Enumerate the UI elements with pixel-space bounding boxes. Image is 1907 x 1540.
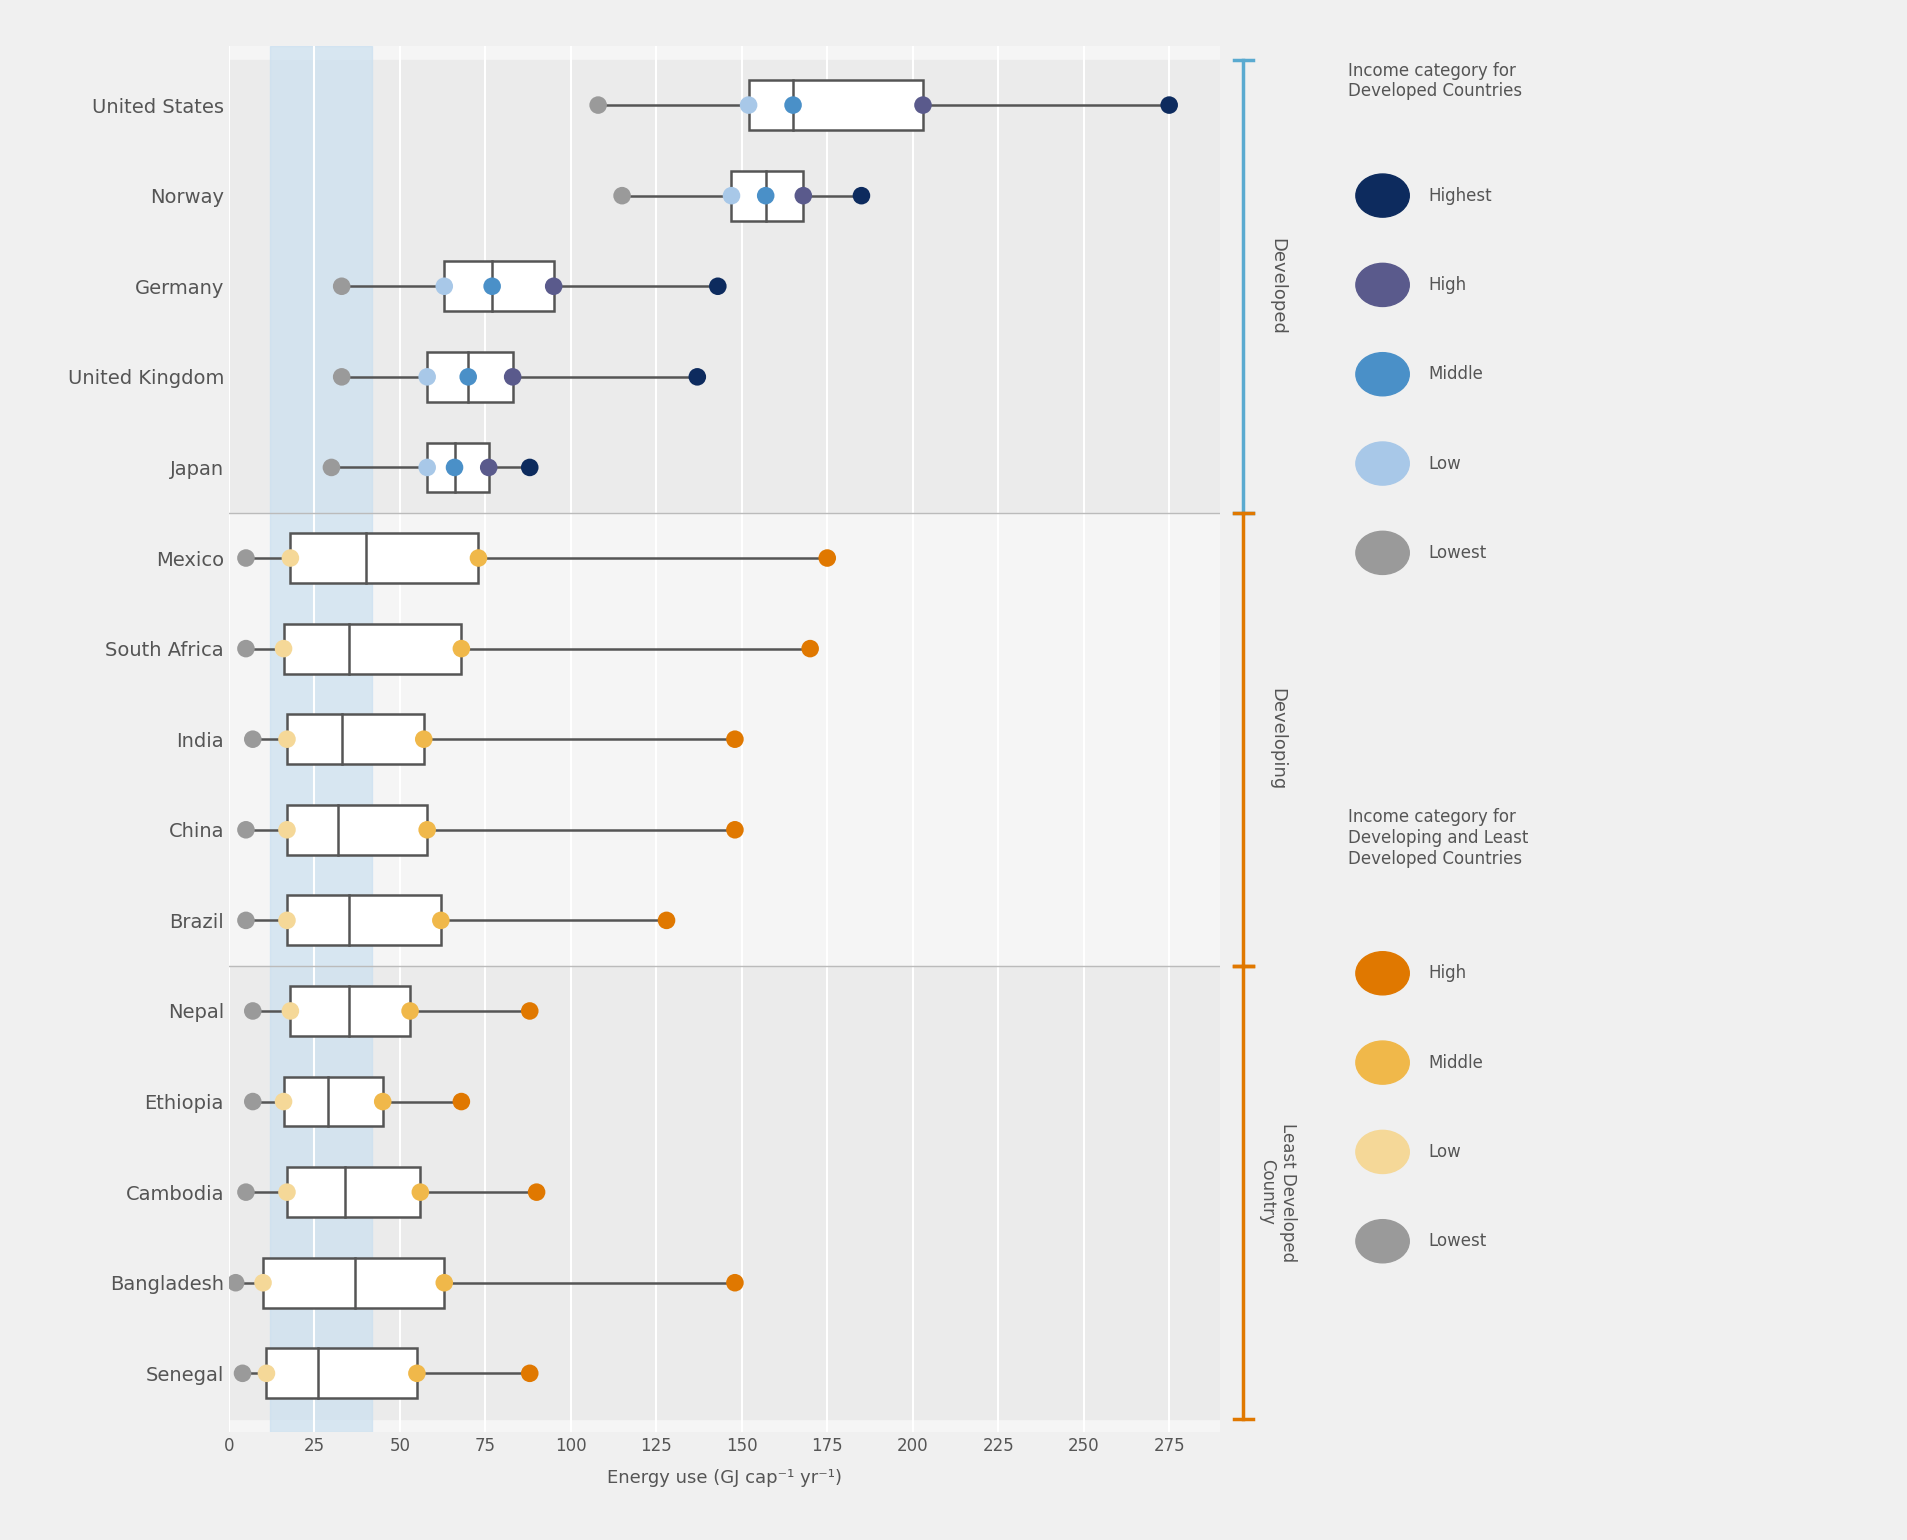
Bar [229, 60, 1220, 513]
Text: Highest: Highest [1428, 186, 1491, 205]
Point [719, 818, 749, 842]
X-axis label: Energy use (GJ cap⁻¹ yr⁻¹): Energy use (GJ cap⁻¹ yr⁻¹) [606, 1469, 843, 1488]
Point [788, 183, 818, 208]
Point [454, 365, 484, 390]
Point [477, 274, 507, 299]
Bar [229, 966, 1220, 1418]
Point [238, 998, 269, 1023]
Point [446, 1089, 477, 1113]
Text: High: High [1428, 964, 1466, 983]
Bar [290, 986, 410, 1036]
Text: High: High [1428, 276, 1466, 294]
Bar [427, 442, 488, 493]
Bar [271, 46, 372, 1432]
Text: Developing: Developing [1268, 688, 1287, 790]
Bar [267, 1349, 418, 1398]
Bar [229, 513, 1220, 966]
Point [271, 818, 301, 842]
Text: Lowest: Lowest [1428, 1232, 1487, 1250]
Bar [286, 1167, 420, 1217]
Point [734, 92, 765, 117]
Point [719, 727, 749, 752]
Point [252, 1361, 282, 1386]
Point [515, 998, 545, 1023]
Point [425, 909, 456, 933]
Point [515, 1361, 545, 1386]
Point [538, 274, 568, 299]
Point [238, 727, 269, 752]
Point [719, 1270, 749, 1295]
Bar [286, 715, 423, 764]
Bar [749, 80, 923, 129]
Text: Income category for
Developed Countries: Income category for Developed Countries [1348, 62, 1522, 100]
Point [231, 545, 261, 570]
Point [584, 92, 614, 117]
Text: Income category for
Developing and Least
Developed Countries: Income category for Developing and Least… [1348, 808, 1529, 869]
Bar [284, 624, 461, 673]
Text: Middle: Middle [1428, 365, 1484, 383]
Point [402, 1361, 433, 1386]
Point [271, 909, 301, 933]
Text: Middle: Middle [1428, 1053, 1484, 1072]
Point [231, 909, 261, 933]
Point [408, 727, 439, 752]
Point [227, 1361, 257, 1386]
Point [395, 998, 425, 1023]
Point [606, 183, 637, 208]
Point [652, 909, 683, 933]
Bar [732, 171, 803, 220]
Point [473, 456, 503, 480]
Point [515, 456, 545, 480]
Point [702, 274, 732, 299]
Point [446, 636, 477, 661]
Text: Developed: Developed [1268, 237, 1287, 334]
Point [717, 183, 748, 208]
Point [404, 1180, 435, 1204]
Text: Low: Low [1428, 454, 1461, 473]
Point [439, 456, 469, 480]
Bar [290, 533, 479, 584]
Bar [284, 1076, 383, 1126]
Point [751, 183, 782, 208]
Point [275, 545, 305, 570]
Point [326, 365, 357, 390]
Point [231, 1180, 261, 1204]
Point [463, 545, 494, 570]
Point [317, 456, 347, 480]
Point [238, 1089, 269, 1113]
Point [412, 818, 442, 842]
Point [429, 274, 460, 299]
Point [429, 1270, 460, 1295]
Point [908, 92, 938, 117]
Point [231, 636, 261, 661]
Point [275, 998, 305, 1023]
Point [269, 636, 299, 661]
Point [778, 92, 809, 117]
Point [847, 183, 877, 208]
Point [498, 365, 528, 390]
Point [271, 1180, 301, 1204]
Point [1154, 92, 1184, 117]
Text: Low: Low [1428, 1143, 1461, 1161]
Point [412, 456, 442, 480]
Point [795, 636, 826, 661]
Point [269, 1089, 299, 1113]
Bar [427, 353, 513, 402]
Point [521, 1180, 551, 1204]
Text: Least Developed
Country: Least Developed Country [1259, 1123, 1297, 1261]
Point [231, 818, 261, 842]
Point [368, 1089, 399, 1113]
Bar [444, 262, 553, 311]
Bar [286, 895, 441, 946]
Text: Lowest: Lowest [1428, 544, 1487, 562]
Point [412, 365, 442, 390]
Point [248, 1270, 278, 1295]
Bar [263, 1258, 444, 1307]
Point [812, 545, 843, 570]
Point [326, 274, 357, 299]
Bar [286, 805, 427, 855]
Point [271, 727, 301, 752]
Point [683, 365, 713, 390]
Point [221, 1270, 252, 1295]
